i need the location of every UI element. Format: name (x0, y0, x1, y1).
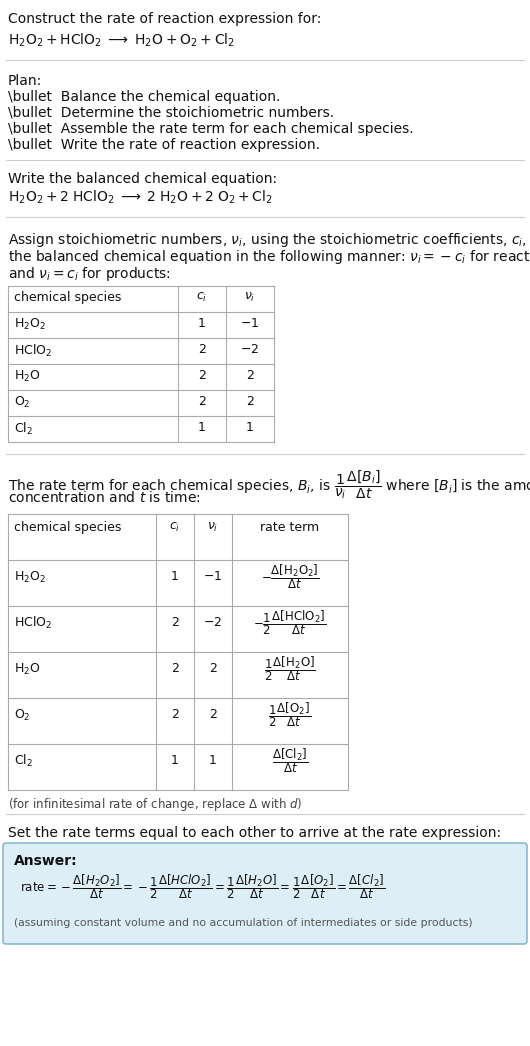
Text: $\mathrm{O_2}$: $\mathrm{O_2}$ (14, 395, 31, 410)
Text: 1: 1 (171, 754, 179, 768)
Text: 1: 1 (171, 570, 179, 584)
Text: 2: 2 (171, 708, 179, 722)
Text: Construct the rate of reaction expression for:: Construct the rate of reaction expressio… (8, 12, 321, 26)
FancyBboxPatch shape (3, 843, 527, 943)
Text: 1: 1 (209, 754, 217, 768)
Text: 1: 1 (246, 420, 254, 434)
Text: 1: 1 (198, 317, 206, 329)
Text: 1: 1 (198, 420, 206, 434)
Text: $\nu_i$: $\nu_i$ (207, 521, 219, 535)
Text: $c_i$: $c_i$ (170, 521, 181, 535)
Text: $-\dfrac{1}{2}\dfrac{\Delta[\mathrm{HClO_2}]}{\Delta t}$: $-\dfrac{1}{2}\dfrac{\Delta[\mathrm{HClO… (253, 609, 326, 637)
Text: $c_i$: $c_i$ (197, 291, 208, 304)
Text: $-1$: $-1$ (204, 570, 223, 584)
Text: Set the rate terms equal to each other to arrive at the rate expression:: Set the rate terms equal to each other t… (8, 826, 501, 840)
Text: Write the balanced chemical equation:: Write the balanced chemical equation: (8, 172, 277, 186)
Text: 2: 2 (209, 662, 217, 676)
Text: Plan:: Plan: (8, 74, 42, 88)
Text: (for infinitesimal rate of change, replace $\Delta$ with $d$): (for infinitesimal rate of change, repla… (8, 796, 303, 813)
Text: chemical species: chemical species (14, 521, 121, 535)
Text: $\dfrac{1}{2}\dfrac{\Delta[\mathrm{H_2O}]}{\Delta t}$: $\dfrac{1}{2}\dfrac{\Delta[\mathrm{H_2O}… (264, 655, 316, 683)
Text: $\dfrac{\Delta[\mathrm{Cl_2}]}{\Delta t}$: $\dfrac{\Delta[\mathrm{Cl_2}]}{\Delta t}… (272, 747, 308, 775)
Text: 2: 2 (246, 395, 254, 408)
Text: and $\nu_i = c_i$ for products:: and $\nu_i = c_i$ for products: (8, 265, 171, 283)
Text: $\mathrm{H_2O}$: $\mathrm{H_2O}$ (14, 661, 41, 677)
Text: $\mathrm{Cl_2}$: $\mathrm{Cl_2}$ (14, 420, 33, 437)
Text: chemical species: chemical species (14, 291, 121, 304)
Text: 2: 2 (198, 395, 206, 408)
Text: (assuming constant volume and no accumulation of intermediates or side products): (assuming constant volume and no accumul… (14, 918, 473, 928)
Text: \bullet  Write the rate of reaction expression.: \bullet Write the rate of reaction expre… (8, 138, 320, 152)
Text: 2: 2 (198, 343, 206, 356)
Text: $\dfrac{1}{2}\dfrac{\Delta[\mathrm{O_2}]}{\Delta t}$: $\dfrac{1}{2}\dfrac{\Delta[\mathrm{O_2}]… (268, 701, 312, 729)
Text: $\mathrm{H_2O}$: $\mathrm{H_2O}$ (14, 369, 41, 384)
Text: \bullet  Assemble the rate term for each chemical species.: \bullet Assemble the rate term for each … (8, 122, 413, 136)
Text: $\mathrm{H_2O_2}$: $\mathrm{H_2O_2}$ (14, 569, 46, 585)
Text: rate term: rate term (260, 521, 320, 535)
Text: Answer:: Answer: (14, 854, 77, 868)
Text: $\mathrm{Cl_2}$: $\mathrm{Cl_2}$ (14, 753, 33, 769)
Text: 2: 2 (198, 369, 206, 382)
Text: $\mathrm{HClO_2}$: $\mathrm{HClO_2}$ (14, 343, 52, 359)
Text: $-\dfrac{\Delta[\mathrm{H_2O_2}]}{\Delta t}$: $-\dfrac{\Delta[\mathrm{H_2O_2}]}{\Delta… (261, 563, 319, 591)
Text: concentration and $t$ is time:: concentration and $t$ is time: (8, 490, 201, 505)
Text: the balanced chemical equation in the following manner: $\nu_i = -c_i$ for react: the balanced chemical equation in the fo… (8, 248, 530, 266)
Text: $\mathrm{H_2O_2 + HClO_2 \;\longrightarrow\; H_2O + O_2 + Cl_2}$: $\mathrm{H_2O_2 + HClO_2 \;\longrightarr… (8, 32, 235, 49)
Text: $\mathrm{HClO_2}$: $\mathrm{HClO_2}$ (14, 615, 52, 631)
Text: 2: 2 (209, 708, 217, 722)
Text: 2: 2 (171, 662, 179, 676)
Text: $\mathrm{H_2O_2}$: $\mathrm{H_2O_2}$ (14, 317, 46, 332)
Text: Assign stoichiometric numbers, $\nu_i$, using the stoichiometric coefficients, $: Assign stoichiometric numbers, $\nu_i$, … (8, 231, 530, 249)
Text: $-2$: $-2$ (204, 616, 223, 630)
Text: $\mathrm{H_2O_2 + 2\; HClO_2 \;\longrightarrow\; 2\; H_2O + 2\; O_2 + Cl_2}$: $\mathrm{H_2O_2 + 2\; HClO_2 \;\longrigh… (8, 189, 272, 206)
Text: $\mathrm{rate} = -\dfrac{\Delta[H_2O_2]}{\Delta t} = -\dfrac{1}{2}\dfrac{\Delta[: $\mathrm{rate} = -\dfrac{\Delta[H_2O_2]}… (20, 872, 385, 901)
Text: 2: 2 (171, 616, 179, 630)
Text: $\nu_i$: $\nu_i$ (244, 291, 255, 304)
Text: \bullet  Determine the stoichiometric numbers.: \bullet Determine the stoichiometric num… (8, 106, 334, 120)
Text: $-2$: $-2$ (241, 343, 260, 356)
Text: \bullet  Balance the chemical equation.: \bullet Balance the chemical equation. (8, 90, 280, 104)
Text: $\mathrm{O_2}$: $\mathrm{O_2}$ (14, 707, 31, 723)
Text: The rate term for each chemical species, $B_i$, is $\dfrac{1}{\nu_i}\dfrac{\Delt: The rate term for each chemical species,… (8, 468, 530, 501)
Text: $-1$: $-1$ (241, 317, 260, 329)
Text: 2: 2 (246, 369, 254, 382)
